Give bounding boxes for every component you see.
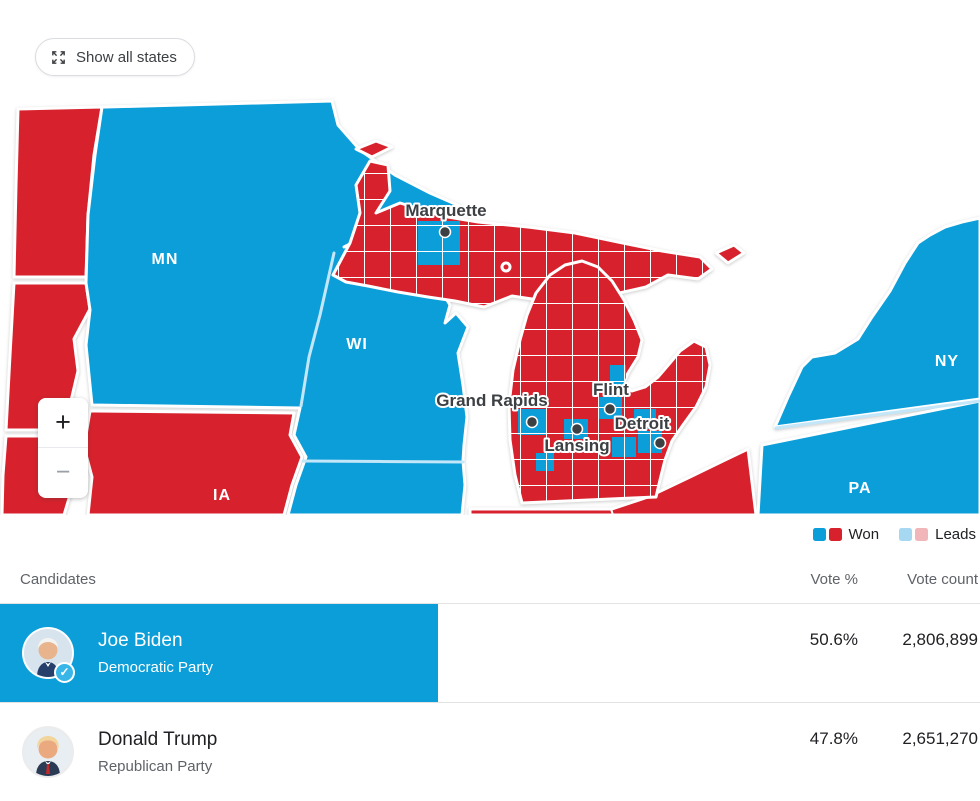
header-candidates: Candidates — [20, 571, 96, 588]
winner-check-icon: ✓ — [54, 662, 75, 683]
expand-icon — [50, 49, 67, 66]
county-leelanau — [509, 311, 522, 329]
biden-text: Joe Biden Democratic Party — [98, 630, 213, 676]
state-label-ny: NY — [935, 353, 959, 370]
state-label-wi: WI — [346, 336, 368, 353]
state-new-york[interactable] — [773, 216, 980, 429]
biden-vote-count: 2,806,899 — [902, 630, 978, 649]
state-indiana-ohio[interactable] — [468, 447, 758, 515]
candidate-row-biden: ✓ Joe Biden Democratic Party 50.6% 2,806… — [0, 603, 980, 702]
election-map[interactable]: MN WI IA NY PA Marquette Grand Rapids Fl… — [0, 95, 980, 515]
border-mn-wi — [299, 251, 336, 408]
map-zoom-control: + − — [38, 398, 88, 498]
legend-leads-rep-swatch — [915, 527, 929, 541]
states-layer — [0, 99, 980, 515]
show-all-states-label: Show all states — [76, 48, 177, 66]
city-label-grand-rapids: Grand Rapids — [436, 391, 547, 410]
legend-won-dem-swatch — [812, 527, 826, 541]
island — [714, 243, 746, 265]
border-ny-pa — [774, 399, 980, 430]
city-markers: Marquette Grand Rapids Flint Detroit Lan… — [403, 199, 671, 457]
state-pennsylvania[interactable] — [756, 399, 980, 515]
trump-text: Donald Trump Republican Party — [98, 729, 217, 775]
legend-won-rep-swatch — [828, 527, 842, 541]
city-dot-lansing — [570, 422, 584, 436]
legend-leads-label: Leads — [935, 525, 976, 543]
zoom-in-button[interactable]: + — [38, 398, 88, 447]
biden-vote-pct: 50.6% — [809, 630, 858, 649]
city-dot-marquette — [438, 225, 452, 239]
state-iowa[interactable] — [82, 409, 304, 515]
legend-won: Won — [812, 525, 880, 543]
header-vote-count: Vote count — [907, 571, 978, 588]
trump-vote-count: 2,651,270 — [902, 729, 978, 748]
map-legend: Won Leads — [812, 521, 976, 547]
legend-leads-dem-swatch — [899, 527, 913, 541]
city-label-lansing: Lansing — [544, 436, 609, 455]
state-label-pa: PA — [848, 480, 871, 497]
island — [500, 261, 512, 273]
legend-leads: Leads — [899, 526, 976, 543]
candidate-party: Republican Party — [98, 758, 213, 775]
city-label-marquette: Marquette — [405, 201, 486, 220]
state-label-ia: IA — [213, 487, 231, 504]
city-label-flint: Flint — [593, 380, 629, 399]
show-all-states-button[interactable]: Show all states — [35, 38, 195, 76]
results-table-header: Candidates Vote % Vote count — [0, 563, 980, 597]
city-label-detroit: Detroit — [615, 414, 670, 433]
border-wi-il — [301, 459, 465, 464]
header-vote-pct: Vote % — [810, 571, 858, 588]
candidate-party: Democratic Party — [98, 659, 214, 676]
legend-won-label: Won — [848, 525, 880, 543]
state-michigan-upper-peninsula[interactable] — [331, 159, 714, 309]
city-dot-detroit — [653, 436, 667, 450]
city-dot-flint — [603, 402, 617, 416]
trump-vote-pct: 47.8% — [809, 729, 858, 748]
zoom-out-button[interactable]: − — [38, 447, 88, 496]
candidate-name: Joe Biden — [98, 630, 183, 651]
candidate-name: Donald Trump — [98, 729, 218, 750]
candidate-row-trump: Donald Trump Republican Party 47.8% 2,65… — [0, 702, 980, 801]
city-dot-grand-rapids — [525, 415, 539, 429]
state-label-mn: MN — [152, 251, 179, 268]
isle-royale — [354, 139, 394, 159]
trump-avatar — [22, 726, 74, 778]
